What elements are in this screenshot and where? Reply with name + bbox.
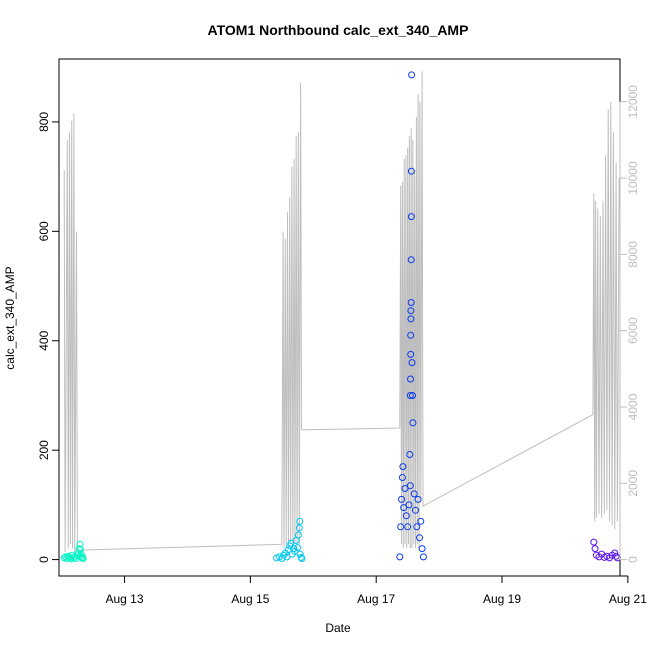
data-point-series-3 — [398, 474, 406, 481]
data-point-series-2 — [298, 555, 306, 562]
data-point-series-3 — [396, 553, 404, 561]
data-point-series-3 — [407, 331, 415, 339]
right-axis-tick-label: 8000 — [626, 241, 640, 268]
right-axis-tick-label: 10000 — [626, 161, 640, 195]
left-axis-tick-label: 600 — [37, 221, 51, 241]
points-layer — [60, 71, 621, 563]
data-point-series-2 — [294, 531, 302, 539]
plot-area — [58, 58, 621, 577]
bottom-axis-tick-label: Aug 13 — [106, 592, 144, 606]
left-axis-tick-label: 800 — [37, 112, 51, 132]
x-axis-label: Date — [325, 621, 351, 635]
data-point-series-3 — [407, 256, 415, 264]
data-point-series-3 — [417, 517, 425, 525]
left-axis-tick-label: 400 — [37, 330, 51, 350]
data-point-series-4 — [591, 545, 599, 553]
bottom-axis-tick-label: Aug 17 — [357, 592, 395, 606]
data-point-series-3 — [416, 534, 423, 542]
data-point-series-3 — [414, 495, 422, 503]
data-point-series-2 — [295, 524, 303, 532]
secondary-line-layer — [63, 71, 620, 553]
right-axis-tick-label: 0 — [626, 556, 640, 563]
data-point-series-1 — [69, 554, 77, 562]
data-point-series-2 — [280, 551, 288, 559]
data-point-series-3 — [408, 71, 416, 79]
bottom-axis-tick-label: Aug 19 — [483, 592, 521, 606]
data-point-series-2 — [296, 517, 304, 525]
data-point-series-3 — [400, 504, 408, 512]
data-point-series-3 — [406, 451, 414, 458]
data-point-series-3 — [407, 299, 415, 306]
bottom-axis: Aug 13 Aug 15 Aug 17 Aug 19 Aug 21 — [106, 575, 647, 606]
secondary-series-line — [63, 71, 620, 553]
data-point-series-3 — [407, 315, 415, 323]
data-point-series-3 — [408, 359, 416, 367]
data-point-series-2 — [287, 539, 295, 547]
data-point-series-3 — [412, 506, 419, 514]
data-point-series-2 — [294, 544, 302, 552]
right-axis-tick-label: 6000 — [626, 317, 640, 344]
data-point-series-3 — [407, 350, 415, 358]
right-axis: 0 2000 4000 6000 8000 10000 12000 — [619, 85, 640, 563]
data-point-series-3 — [413, 523, 421, 531]
data-point-series-4 — [612, 552, 620, 560]
data-point-series-3 — [418, 545, 426, 553]
data-point-series-3 — [398, 495, 405, 503]
data-point-series-3 — [401, 485, 409, 492]
data-point-series-1 — [60, 554, 68, 562]
left-axis-tick-label: 0 — [37, 556, 51, 563]
data-point-series-3 — [405, 501, 413, 509]
data-point-series-3 — [397, 523, 405, 531]
left-axis: 0 200 400 600 800 — [37, 112, 60, 563]
chart-title: ATOM1 Northbound calc_ext_340_AMP — [208, 22, 469, 38]
data-point-series-3 — [407, 307, 415, 315]
data-point-series-2 — [297, 553, 305, 561]
data-point-series-3 — [402, 512, 410, 520]
data-point-series-2 — [283, 553, 291, 561]
data-point-series-3 — [419, 553, 427, 561]
data-point-series-1 — [79, 555, 87, 562]
data-point-series-3 — [409, 419, 417, 427]
bottom-axis-tick-label: Aug 21 — [609, 592, 647, 606]
y-axis-label: calc_ext_340_AMP — [3, 266, 17, 369]
data-point-series-3 — [399, 463, 407, 471]
data-point-series-2 — [296, 550, 304, 558]
right-axis-tick-label: 4000 — [626, 393, 640, 420]
data-point-series-3 — [404, 523, 412, 531]
bottom-axis-tick-label: Aug 15 — [231, 592, 269, 606]
right-axis-tick-label: 12000 — [626, 85, 640, 119]
data-point-series-3 — [409, 392, 416, 399]
data-point-series-3 — [406, 482, 414, 490]
data-point-series-1 — [76, 540, 84, 548]
data-point-series-3 — [407, 213, 415, 221]
data-point-series-3 — [407, 375, 414, 383]
data-point-series-2 — [284, 546, 292, 554]
data-point-series-3 — [406, 392, 414, 399]
data-point-series-3 — [407, 167, 415, 175]
data-point-series-4 — [590, 538, 598, 546]
right-axis-tick-label: 2000 — [626, 470, 640, 497]
data-point-series-1 — [77, 550, 85, 558]
data-point-series-1 — [76, 546, 84, 554]
left-axis-tick-label: 200 — [37, 440, 51, 460]
data-point-series-3 — [410, 490, 418, 498]
